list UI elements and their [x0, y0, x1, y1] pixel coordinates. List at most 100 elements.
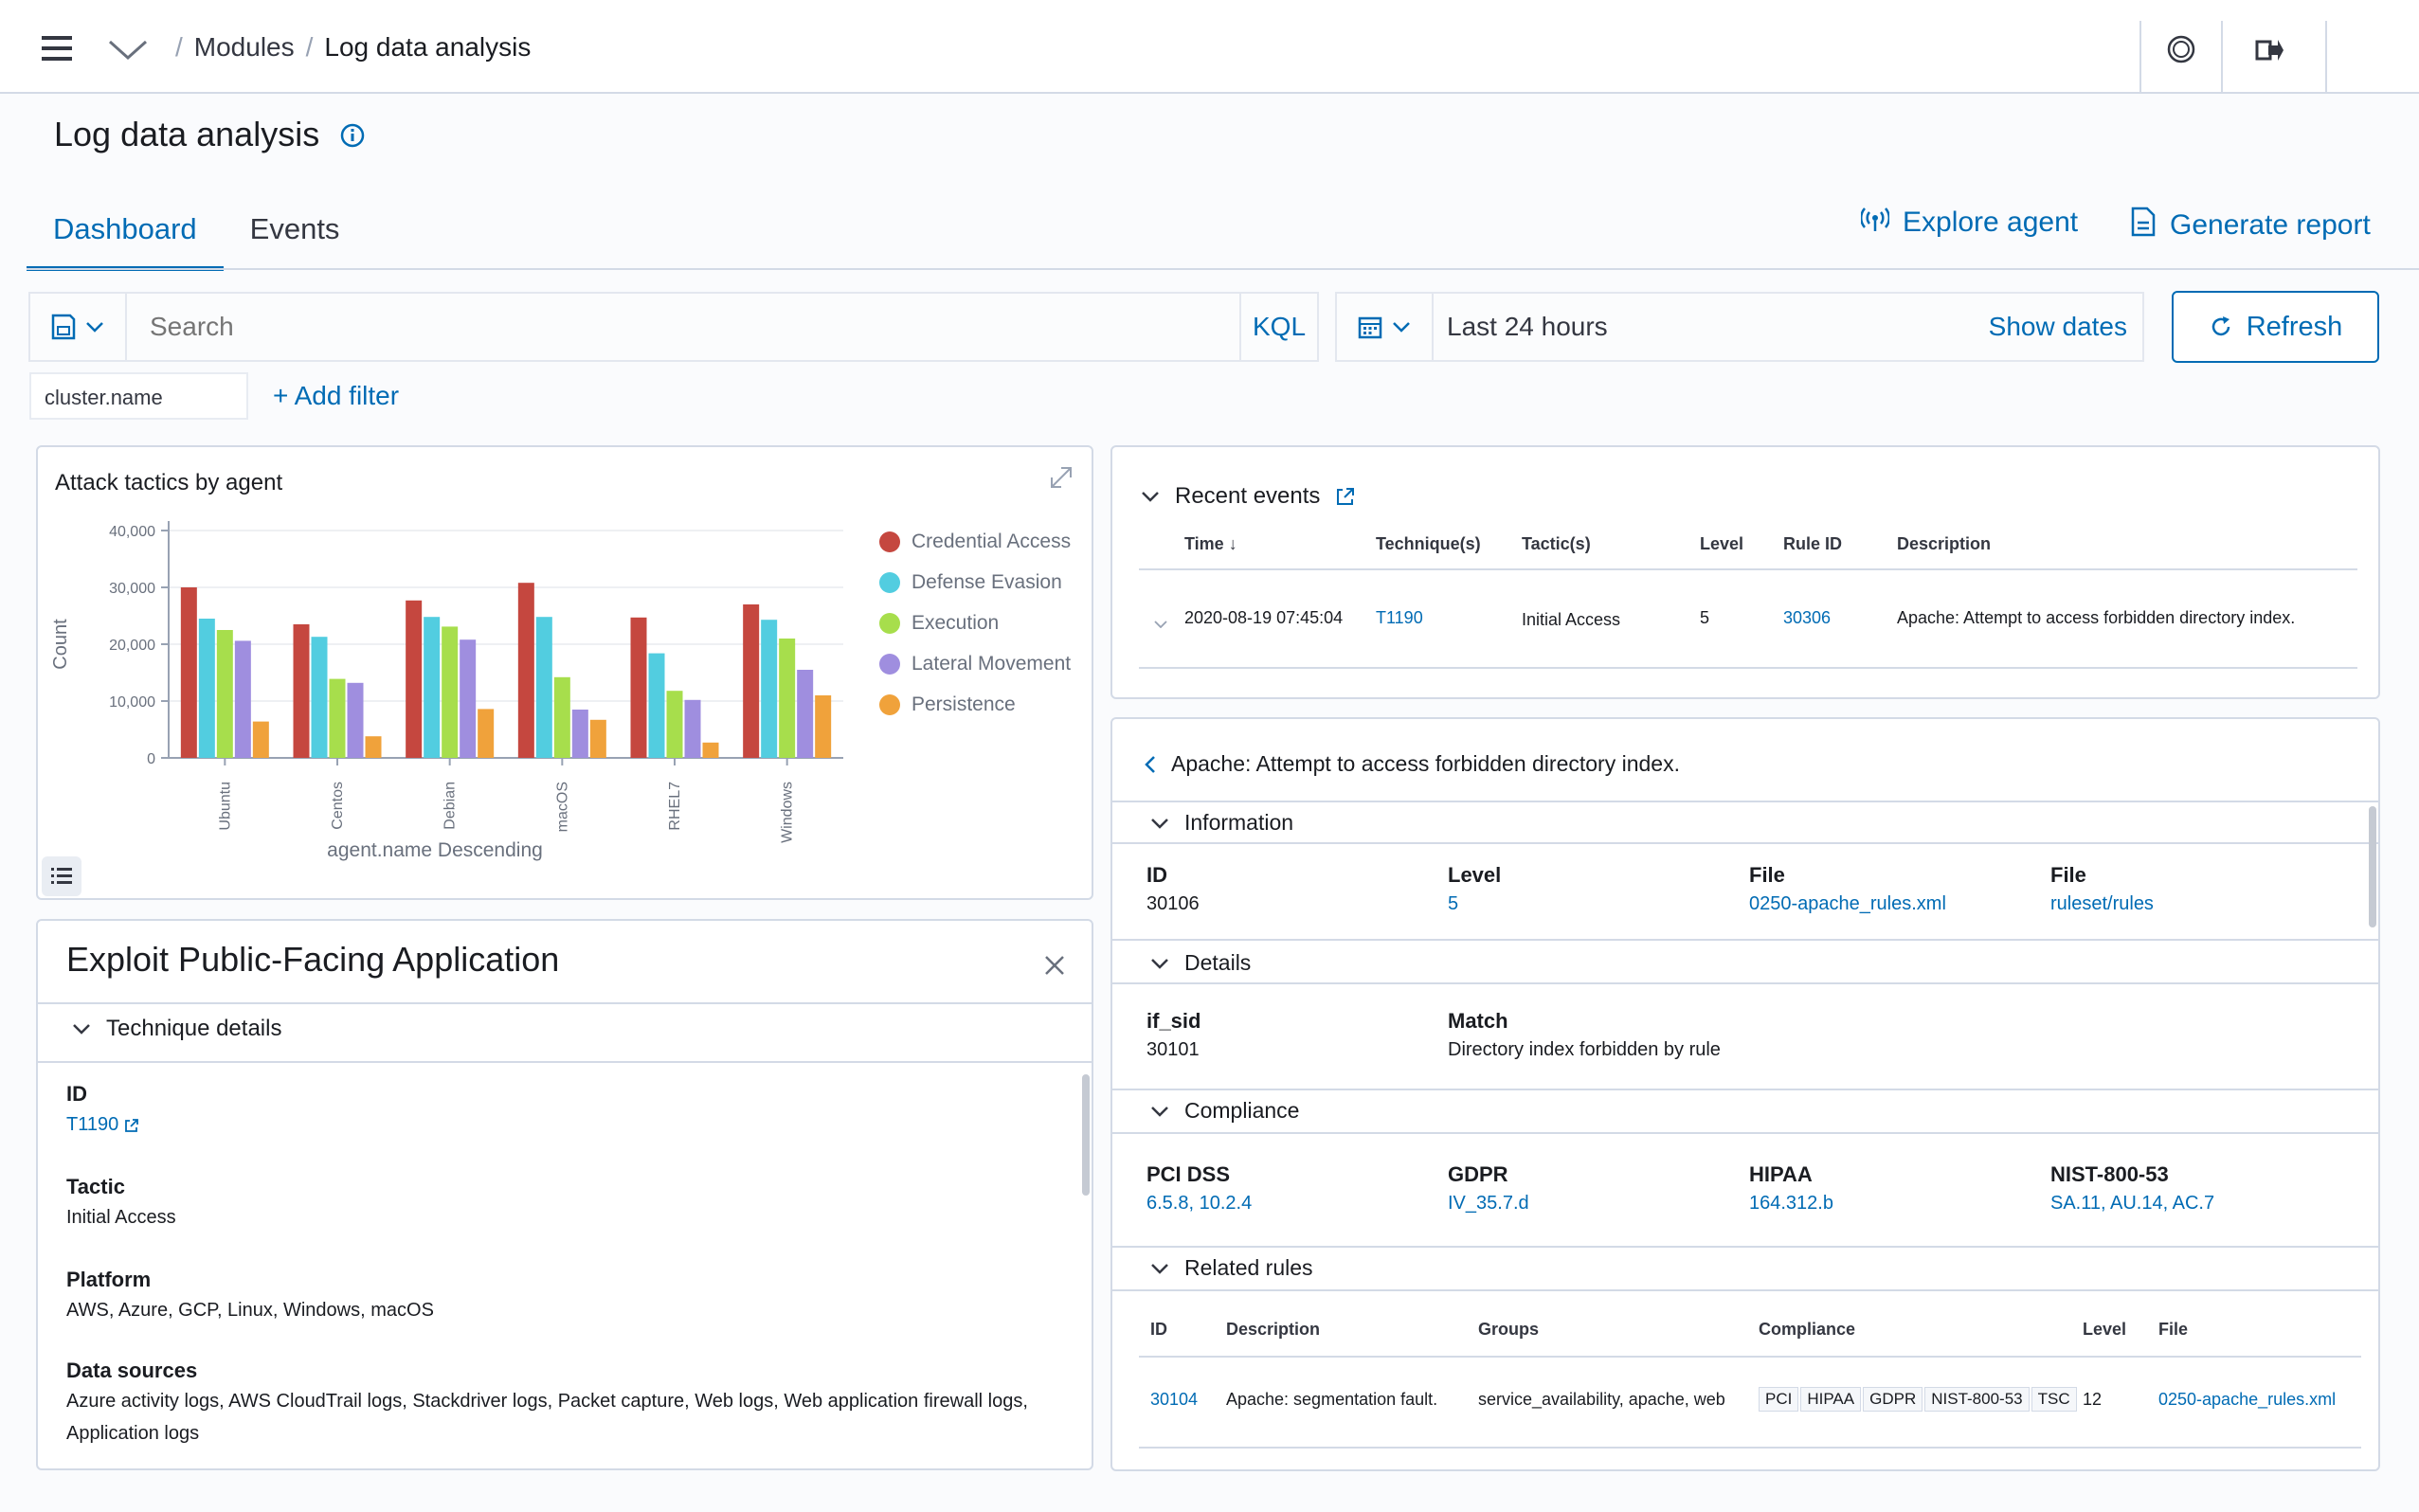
logout-icon[interactable]	[2255, 38, 2284, 67]
chevron-down-icon[interactable]	[108, 40, 148, 65]
rule-id-label: ID	[1146, 863, 1167, 887]
legend-toggle-button[interactable]	[42, 856, 81, 896]
divider	[1112, 1246, 2378, 1248]
rule-file-label: File	[1749, 863, 1785, 887]
tactic-label: Tactic	[66, 1175, 125, 1198]
bar	[329, 678, 346, 758]
column-header-tactic[interactable]: Tactic(s)	[1522, 534, 1591, 553]
expand-icon[interactable]	[1048, 464, 1074, 495]
rule-level-link[interactable]: 5	[1448, 893, 1459, 914]
bar	[761, 620, 778, 758]
quick-date-menu[interactable]	[1337, 294, 1434, 360]
compliance-toggle[interactable]: Compliance	[1150, 1098, 1299, 1124]
legend-item[interactable]: Execution	[879, 603, 1071, 643]
add-filter-button[interactable]: + Add filter	[273, 381, 400, 410]
legend-label: Credential Access	[912, 530, 1072, 552]
column-header-level[interactable]: Level	[2083, 1320, 2127, 1339]
column-header-technique[interactable]: Technique(s)	[1376, 534, 1481, 553]
explore-agent-label: Explore agent	[1903, 207, 2079, 238]
hipaa-value[interactable]: 164.312.b	[1749, 1193, 1833, 1214]
refresh-button[interactable]: Refresh	[2172, 291, 2379, 363]
gdpr-value[interactable]: IV_35.7.d	[1448, 1193, 1529, 1214]
if-sid-value: 30101	[1146, 1039, 1200, 1060]
chevron-down-icon	[1151, 958, 1168, 969]
explore-agent-button[interactable]: Explore agent	[1860, 207, 2079, 239]
pci-value[interactable]: 6.5.8, 10.2.4	[1146, 1193, 1253, 1214]
save-icon	[51, 314, 76, 340]
external-link-icon	[1337, 488, 1355, 505]
tab-events[interactable]: Events	[249, 212, 340, 245]
column-header-rule-id[interactable]: Rule ID	[1783, 534, 1843, 553]
rule-file-link[interactable]: 0250-apache_rules.xml	[1749, 893, 1946, 914]
y-tick-label: 20,000	[109, 638, 155, 654]
related-rule-compliance: PCI HIPAA GDPR NIST-800-53 TSC	[1759, 1387, 2079, 1412]
top-navigation-bar: / Modules / Log data analysis	[0, 0, 2419, 94]
bar	[743, 604, 760, 758]
technique-id-link[interactable]: T1190	[66, 1108, 139, 1141]
legend-item[interactable]: Defense Evasion	[879, 562, 1071, 603]
recent-events-toggle[interactable]: Recent events	[1141, 483, 1356, 510]
document-icon	[2130, 207, 2157, 244]
legend-label: Persistence	[912, 693, 1016, 715]
technique-details-toggle[interactable]: Technique details	[72, 1016, 281, 1042]
list-icon	[51, 868, 72, 884]
platform-value: AWS, Azure, GCP, Linux, Windows, macOS	[66, 1300, 434, 1321]
bar	[589, 719, 606, 758]
help-icon[interactable]	[2166, 34, 2196, 69]
event-tactic: Initial Access	[1522, 610, 1621, 629]
chart-legend: Credential Access Defense Evasion Execut…	[879, 521, 1071, 725]
compliance-badge: TSC	[2031, 1387, 2077, 1412]
section-title: Details	[1184, 950, 1252, 975]
close-icon[interactable]	[1044, 955, 1065, 981]
related-rule-file-link[interactable]: 0250-apache_rules.xml	[2158, 1390, 2337, 1409]
column-header-description[interactable]: Description	[1897, 534, 1992, 553]
column-header-id[interactable]: ID	[1150, 1320, 1167, 1339]
x-axis-label: agent.name Descending	[327, 839, 543, 861]
information-toggle[interactable]: Information	[1150, 810, 1293, 836]
tab-dashboard[interactable]: Dashboard	[27, 208, 224, 271]
event-technique-link[interactable]: T1190	[1376, 608, 1423, 627]
kql-toggle[interactable]: KQL	[1239, 294, 1317, 360]
legend-item[interactable]: Persistence	[879, 684, 1071, 725]
page-title-text: Log data analysis	[54, 115, 320, 153]
legend-item[interactable]: Lateral Movement	[879, 643, 1071, 684]
legend-item[interactable]: Credential Access	[879, 521, 1071, 562]
show-dates-link[interactable]: Show dates	[1988, 312, 2127, 341]
menu-icon[interactable]	[42, 36, 72, 65]
bar	[815, 695, 832, 758]
broadcast-icon	[1860, 207, 1890, 239]
datasources-label: Data sources	[66, 1359, 198, 1382]
column-header-file[interactable]: File	[2158, 1320, 2189, 1339]
related-rule-id-link[interactable]: 30104	[1150, 1390, 1199, 1409]
section-title: Related rules	[1184, 1255, 1313, 1280]
breadcrumb-modules[interactable]: Modules	[193, 32, 295, 62]
column-header-description[interactable]: Description	[1226, 1320, 1321, 1339]
column-header-groups[interactable]: Groups	[1478, 1320, 1540, 1339]
bar	[424, 617, 441, 758]
related-rules-toggle[interactable]: Related rules	[1150, 1255, 1313, 1281]
column-header-compliance[interactable]: Compliance	[1759, 1320, 1856, 1339]
date-range-text[interactable]: Last 24 hours	[1447, 312, 1608, 341]
scrollbar[interactable]	[1082, 1074, 1090, 1196]
chevron-down-icon[interactable]	[1154, 616, 1167, 633]
nist-value[interactable]: SA.11, AU.14, AC.7	[2050, 1193, 2215, 1214]
search-input[interactable]	[127, 312, 1239, 342]
column-header-time[interactable]: Time ↓	[1184, 534, 1237, 554]
saved-query-menu[interactable]	[30, 294, 127, 360]
bar	[630, 617, 647, 758]
event-rule-id-link[interactable]: 30306	[1783, 608, 1832, 627]
info-icon[interactable]	[340, 117, 365, 156]
scrollbar[interactable]	[2369, 806, 2376, 927]
filter-pill[interactable]: cluster.name	[29, 372, 248, 420]
related-rule-description: Apache: segmentation fault.	[1226, 1390, 1438, 1409]
bar	[234, 640, 251, 758]
breadcrumb-separator: /	[175, 32, 183, 62]
column-header-level[interactable]: Level	[1700, 534, 1744, 553]
details-toggle[interactable]: Details	[1150, 950, 1251, 976]
divider	[1112, 1089, 2378, 1090]
generate-report-button[interactable]: Generate report	[2130, 207, 2371, 244]
rule-path-link[interactable]: ruleset/rules	[2050, 893, 2154, 914]
x-tick-label: Centos	[330, 782, 346, 830]
back-to-events[interactable]: Apache: Attempt to access forbidden dire…	[1145, 751, 1680, 777]
divider	[38, 1002, 1092, 1004]
